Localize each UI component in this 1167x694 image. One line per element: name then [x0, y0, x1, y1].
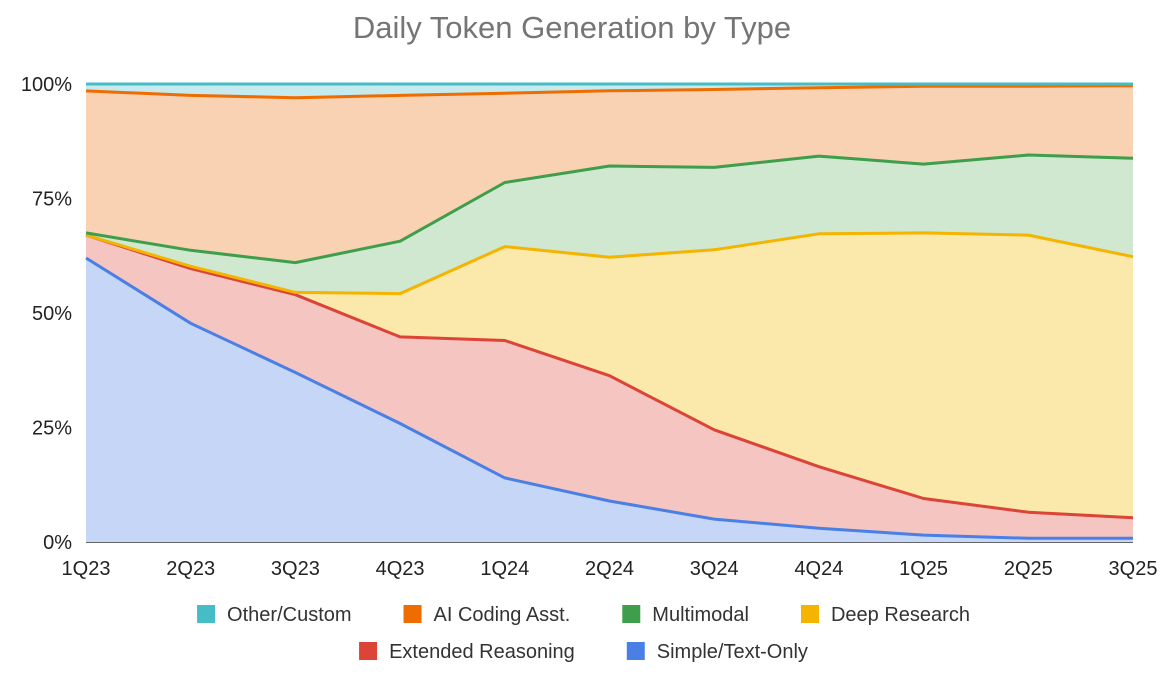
series-lines — [85, 82, 1134, 540]
y-tick-label: 75% — [32, 189, 72, 211]
legend-label: AI Coding Asst. — [434, 604, 571, 626]
x-tick-label: 3Q24 — [690, 558, 739, 580]
legend-label: Deep Research — [831, 604, 970, 626]
x-tick-label: 4Q24 — [794, 558, 843, 580]
x-tick-label: 1Q23 — [62, 558, 111, 580]
legend-item-other-custom: Other/Custom — [197, 604, 352, 626]
x-tick-label: 3Q25 — [1109, 558, 1158, 580]
y-tick-label: 50% — [32, 303, 72, 325]
area-simple-text-only — [86, 258, 1133, 542]
legend-swatch — [359, 642, 378, 660]
line-ai-coding-asst — [85, 84, 1134, 100]
area-extended-reasoning — [86, 235, 1133, 539]
legend-label: Extended Reasoning — [389, 641, 575, 663]
line-multimodal — [85, 153, 1134, 265]
legend-item-multimodal: Multimodal — [622, 604, 749, 626]
line-extended-reasoning — [85, 233, 1134, 520]
legend-swatch — [197, 605, 216, 623]
y-tick-label: 100% — [21, 74, 72, 96]
line-deep-research — [85, 231, 1134, 296]
legend-item-extended-reasoning: Extended Reasoning — [359, 641, 575, 663]
legend-swatch — [626, 642, 645, 660]
x-tick-label: 2Q25 — [1004, 558, 1053, 580]
series-areas — [86, 84, 1133, 542]
area-other-custom — [86, 84, 1133, 98]
area-multimodal — [86, 155, 1133, 294]
axes: 0% 25% 50% 75% 100% 1Q23 2Q23 3Q23 4Q23 1Q24 2Q24 3… — [21, 74, 1158, 580]
legend-item-ai-coding-asst: AI Coding Asst. — [403, 604, 571, 626]
legend-swatch — [622, 605, 641, 623]
x-tick-label: 2Q24 — [585, 558, 634, 580]
legend: Other/Custom AI Coding Asst. Multimodal Dee… — [197, 604, 970, 663]
area-ai-coding-asst — [86, 85, 1133, 263]
legend-label: Multimodal — [652, 604, 749, 626]
x-tick-label: 1Q25 — [899, 558, 948, 580]
x-tick-label: 1Q24 — [480, 558, 529, 580]
line-simple-text-only — [85, 256, 1133, 540]
legend-swatch — [800, 605, 819, 623]
legend-item-simple-text-only: Simple/Text-Only — [626, 641, 808, 663]
legend-swatch — [403, 605, 422, 623]
x-tick-label: 4Q23 — [376, 558, 425, 580]
legend-item-deep-research: Deep Research — [800, 604, 970, 626]
x-tick-label: 2Q23 — [166, 558, 215, 580]
legend-label: Simple/Text-Only — [657, 641, 808, 663]
legend-label: Other/Custom — [227, 604, 351, 626]
y-tick-label: 0% — [43, 532, 72, 554]
chart-title: Daily Token Generation by Type — [353, 10, 791, 45]
x-tick-label: 3Q23 — [271, 558, 320, 580]
y-tick-label: 25% — [32, 418, 72, 440]
